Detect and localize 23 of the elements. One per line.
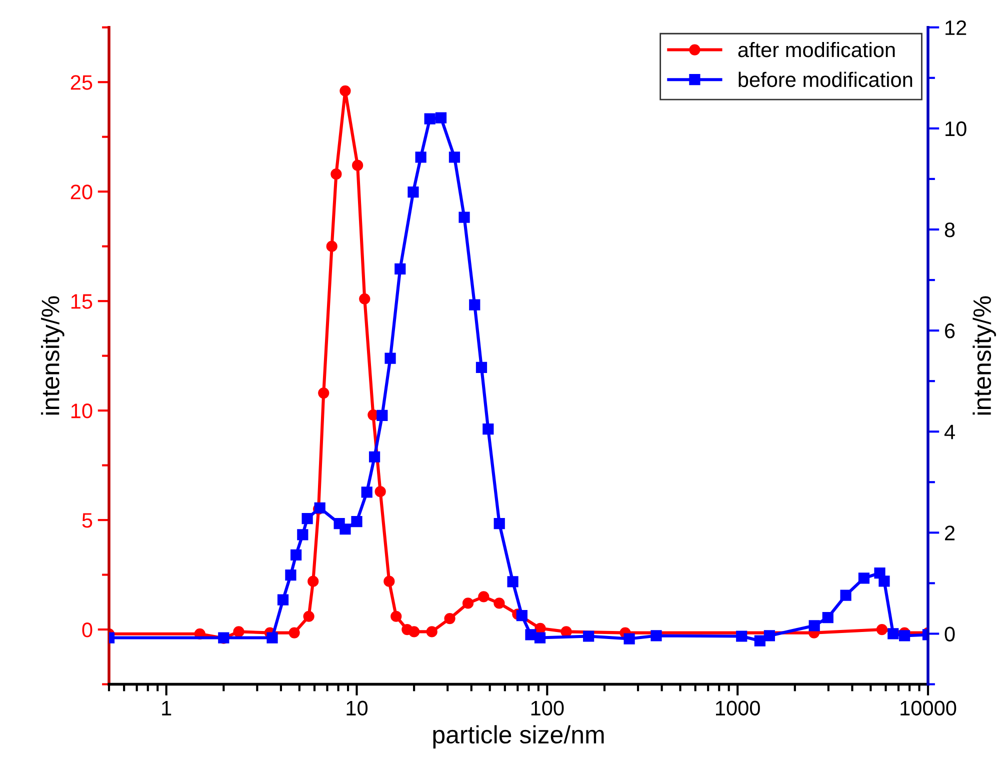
- x-tick-label: 1000: [716, 700, 760, 716]
- y-tick-label: 10: [71, 404, 92, 418]
- y2-axis-title: intensity/%: [972, 296, 996, 415]
- y-tick-label: 15: [71, 294, 92, 309]
- x-tick-label: 10: [346, 700, 368, 716]
- y2-tick-label: 0: [944, 626, 955, 642]
- y-tick-label: 5: [82, 513, 92, 528]
- y2-tick-label: 10: [946, 121, 966, 136]
- y-tick-label: 0: [82, 622, 92, 638]
- y2-tick-label: 6: [945, 324, 955, 338]
- legend-label: after modification: [738, 42, 895, 58]
- x-tick-label: 100: [531, 700, 564, 716]
- x-tick-label: 10000: [900, 700, 956, 716]
- y-tick-label: 20: [70, 184, 92, 200]
- y2-tick-label: 2: [945, 526, 955, 540]
- legend-label: before modification: [738, 72, 912, 88]
- y2-tick-label: 8: [944, 222, 955, 238]
- y-axis-title: intensity/%: [40, 296, 64, 415]
- y2-tick-label: 12: [946, 20, 966, 35]
- y-tick-label: 25: [70, 75, 92, 90]
- x-tick-label: 1: [162, 700, 172, 716]
- y2-tick-label: 4: [944, 424, 955, 440]
- x-axis-title: particle size/nm: [433, 725, 604, 749]
